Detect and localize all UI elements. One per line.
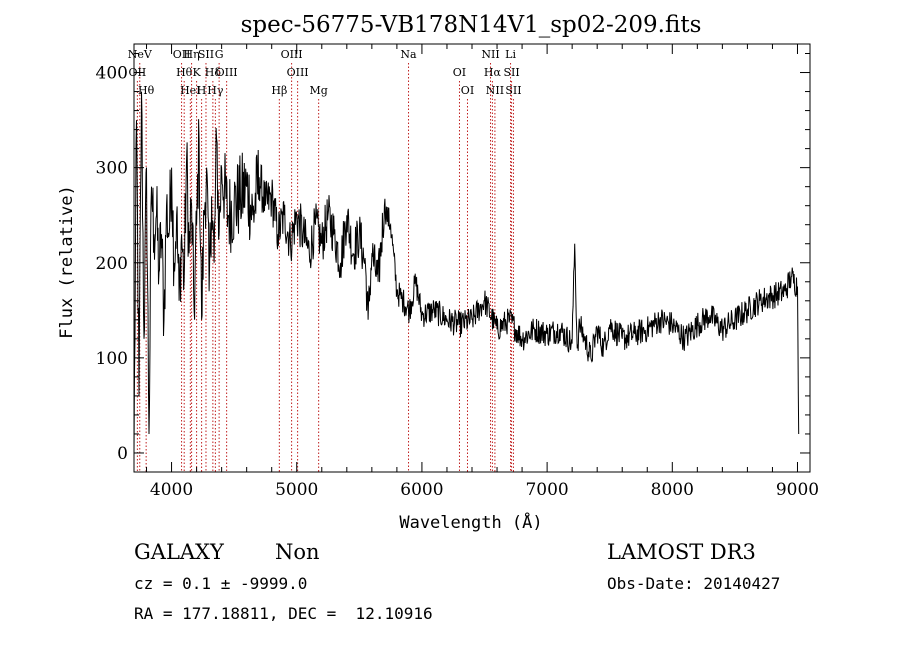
emission-label-24: Li (505, 48, 516, 61)
emission-label-8: H (197, 84, 207, 97)
y-tick-label-0: 0 (117, 444, 128, 464)
emission-label-4: Hθ (176, 66, 193, 79)
x-tick-label-1: 5000 (275, 480, 318, 500)
emission-label-12: G (215, 48, 224, 61)
emission-label-13: OIII (216, 66, 238, 79)
emission-label-23: NII (486, 84, 504, 97)
emission-label-9: SII (198, 48, 214, 61)
y-tick-label-4: 400 (96, 64, 128, 84)
chart-title: spec-56775-VB178N14V1_sp02-209.fits (241, 12, 702, 38)
emission-line-markers: NeVOIIHθOIIHθHeIHηKHSIIHδHγGOIIIHβOIIIOI… (128, 48, 522, 472)
emission-label-10: Hδ (205, 66, 222, 79)
emission-label-0: NeV (128, 48, 153, 61)
subclass: Non (275, 540, 320, 564)
emission-label-15: OIII (281, 48, 303, 61)
axes: 4000 5000 6000 7000 8000 9000 0 100 200 300 400 (96, 43, 819, 500)
y-axis-label: Flux (relative) (57, 185, 77, 339)
x-tick-label-0: 4000 (150, 480, 193, 500)
emission-label-6: Hη (183, 48, 199, 61)
y-tick-label-3: 300 (96, 159, 128, 179)
survey-name: LAMOST DR3 (607, 540, 756, 564)
x-tick-label-2: 6000 (400, 480, 443, 500)
emission-label-20: OI (461, 84, 474, 97)
emission-label-26: SII (505, 84, 521, 97)
redshift-value: cz = 0.1 ± -9999.0 (134, 574, 308, 593)
emission-label-3: OII (173, 48, 191, 61)
y-tick-label-1: 100 (96, 349, 128, 369)
coordinates: RA = 177.18811, DEC = 12.10916 (134, 604, 433, 623)
emission-label-18: Na (400, 48, 417, 61)
emission-label-2: Hθ (138, 84, 155, 97)
plot-frame (133, 43, 811, 473)
emission-label-25: SII (503, 66, 519, 79)
emission-label-7: K (192, 66, 201, 79)
x-tick-label-4: 8000 (651, 480, 694, 500)
emission-label-14: Hβ (271, 84, 287, 97)
emission-label-11: Hγ (207, 84, 224, 97)
emission-label-5: HeI (180, 84, 200, 97)
emission-label-21: NII (481, 48, 499, 61)
object-class: GALAXY (134, 540, 224, 564)
spectrum-line (133, 91, 800, 454)
emission-label-17: Mg (309, 84, 327, 97)
observation-date: Obs-Date: 20140427 (607, 574, 781, 593)
x-tick-label-5: 9000 (776, 480, 819, 500)
emission-label-16: OIII (287, 66, 309, 79)
x-axis-label: Wavelength (Å) (399, 511, 542, 533)
y-tick-label-2: 200 (96, 254, 128, 274)
x-tick-label-3: 7000 (525, 480, 568, 500)
plot-area (133, 91, 800, 454)
emission-label-19: OI (453, 66, 466, 79)
emission-label-22: Hα (484, 66, 502, 79)
